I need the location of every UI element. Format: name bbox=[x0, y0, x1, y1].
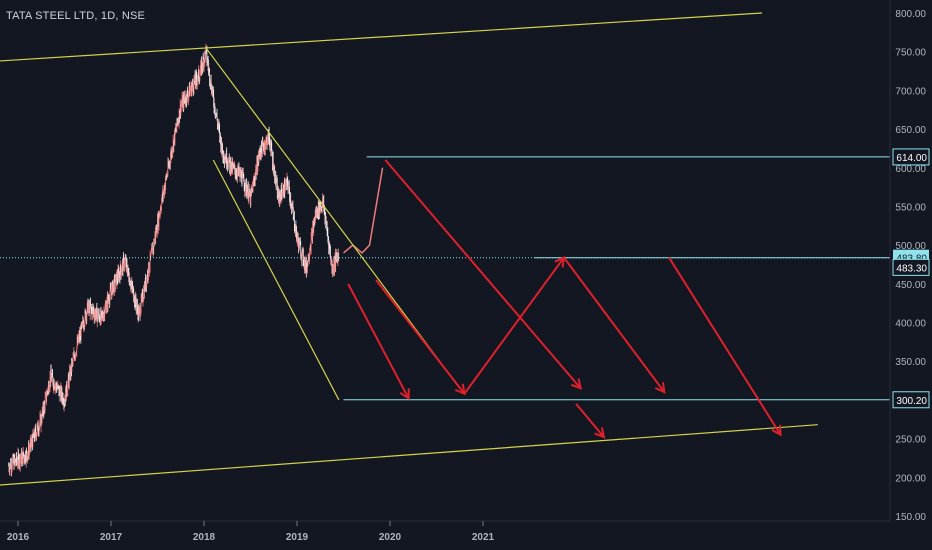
time-tick-label: 2018 bbox=[193, 532, 216, 543]
price-tick-label: 700.00 bbox=[895, 86, 926, 97]
price-tick-label: 550.00 bbox=[895, 202, 926, 213]
trendline bbox=[0, 12, 763, 62]
level-tag-bg bbox=[893, 391, 929, 408]
candlestick-series bbox=[8, 43, 340, 477]
arrow-line bbox=[563, 256, 666, 393]
price-tick-label: 650.00 bbox=[895, 125, 926, 136]
last-price-tag: 483.30 bbox=[896, 263, 927, 274]
time-tick-label: 2019 bbox=[286, 532, 309, 543]
level-tag-border bbox=[892, 148, 930, 166]
price-tick-label: 250.00 bbox=[895, 435, 926, 446]
arrow-head bbox=[594, 427, 606, 439]
arrow-line bbox=[375, 279, 466, 395]
arrow-head bbox=[399, 388, 410, 401]
price-tick-label: 750.00 bbox=[895, 48, 926, 59]
last-price-tag-bg bbox=[893, 259, 929, 276]
level-tag: 300.20 bbox=[896, 396, 927, 407]
arrow-line bbox=[668, 257, 782, 436]
projection-line bbox=[343, 167, 384, 254]
price-tick-label: 500.00 bbox=[895, 241, 926, 252]
trendline bbox=[0, 424, 818, 486]
price-tick-label: 200.00 bbox=[895, 473, 926, 484]
price-tick-label: 800.00 bbox=[895, 9, 926, 20]
last-price-tag-border bbox=[892, 258, 930, 276]
level-tag-bg bbox=[893, 148, 929, 165]
price-tick-label: 150.00 bbox=[895, 512, 926, 523]
trendline bbox=[212, 159, 340, 401]
time-tick-label: 2016 bbox=[7, 532, 30, 543]
price-tick-label: 600.00 bbox=[895, 164, 926, 175]
trendline bbox=[205, 47, 461, 389]
arrow-head bbox=[570, 378, 583, 390]
price-tick-label: 400.00 bbox=[895, 319, 926, 330]
projection-path bbox=[343, 167, 384, 254]
time-tick-label: 2021 bbox=[472, 532, 495, 543]
level-tag-border bbox=[892, 391, 930, 409]
price-tick-label: 350.00 bbox=[895, 357, 926, 368]
arrow-head bbox=[771, 424, 782, 437]
level-tag: 614.00 bbox=[896, 153, 927, 164]
time-tick-label: 2020 bbox=[379, 532, 402, 543]
arrow-head bbox=[654, 382, 666, 394]
price-tick-label: 450.00 bbox=[895, 280, 926, 291]
horizontal-levels bbox=[0, 156, 890, 401]
time-axis[interactable]: 2016 2017 2018 2019 2020 2021 bbox=[7, 521, 495, 543]
arrow-line bbox=[347, 283, 410, 399]
arrow-line bbox=[384, 159, 582, 389]
arrow-line bbox=[575, 403, 605, 438]
trendlines bbox=[0, 12, 818, 486]
time-tick-label: 2017 bbox=[100, 532, 123, 543]
arrow-annotations bbox=[347, 159, 782, 439]
chart-title: TATA STEEL LTD, 1D, NSE bbox=[6, 10, 146, 22]
arrow-line bbox=[463, 256, 565, 395]
